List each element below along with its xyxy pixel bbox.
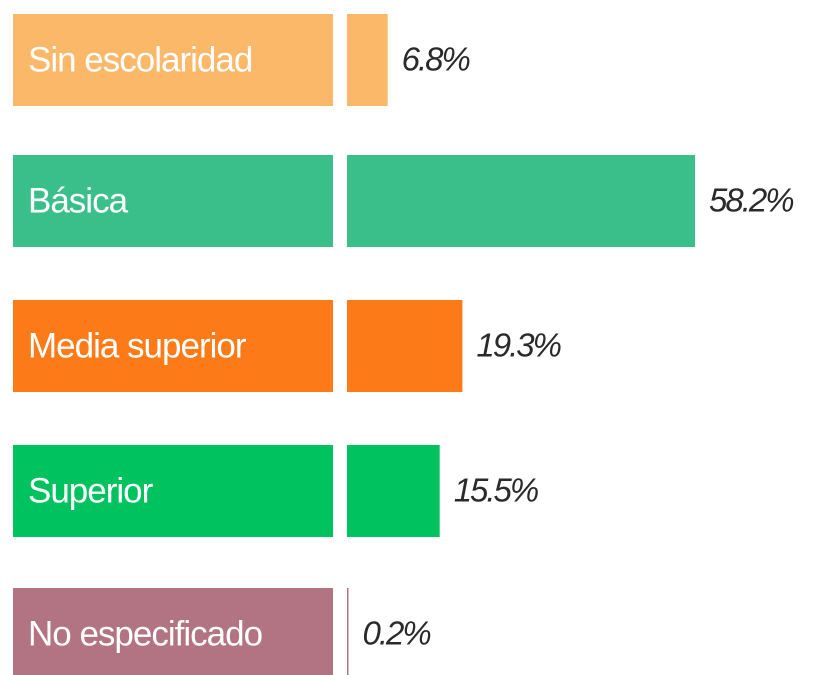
bar [347,588,349,675]
category-label: Básica [28,181,129,220]
value-label: 0.2% [363,615,431,652]
category-box [13,300,333,392]
category-label: No especificado [28,614,262,653]
value-label: 15.5% [454,472,538,509]
category-label: Media superior [28,326,247,365]
bar [347,300,463,392]
value-label: 19.3% [476,327,560,364]
category-label: Superior [28,471,154,510]
bar [347,155,696,247]
bar [347,445,440,537]
value-label: 58.2% [709,182,793,219]
category-box [13,588,333,675]
category-box [13,445,333,537]
category-label: Sin escolaridad [28,40,252,79]
category-box [13,14,333,106]
value-label: 6.8% [402,41,470,78]
category-box [13,155,333,247]
bar [347,14,388,106]
